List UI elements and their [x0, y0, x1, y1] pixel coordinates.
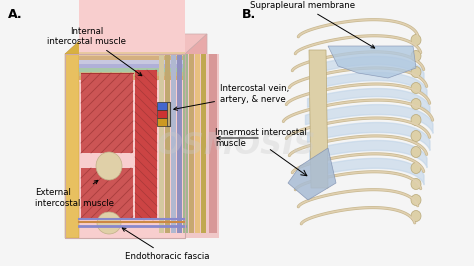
- Bar: [79, 52, 185, 56]
- Text: Intercostal vein,
artery, & nerve: Intercostal vein, artery, & nerve: [174, 84, 289, 110]
- Ellipse shape: [97, 212, 121, 234]
- Bar: [201, 54, 206, 233]
- Ellipse shape: [411, 147, 421, 157]
- Text: Suprapleural membrane: Suprapleural membrane: [250, 1, 374, 48]
- Bar: [65, 54, 185, 238]
- Text: A.: A.: [8, 8, 23, 21]
- Bar: [79, 76, 185, 80]
- Polygon shape: [328, 46, 416, 78]
- Bar: [65, 54, 79, 238]
- Bar: [135, 70, 157, 220]
- Ellipse shape: [411, 51, 421, 61]
- Ellipse shape: [411, 210, 421, 222]
- Bar: [157, 118, 167, 126]
- Text: Endothoracic fascia: Endothoracic fascia: [122, 228, 210, 261]
- Bar: [79, 56, 185, 60]
- Polygon shape: [65, 34, 207, 54]
- Polygon shape: [288, 148, 336, 200]
- Ellipse shape: [411, 114, 421, 126]
- Bar: [195, 54, 200, 233]
- Ellipse shape: [411, 66, 421, 77]
- Ellipse shape: [411, 131, 421, 142]
- Bar: [171, 54, 176, 233]
- Ellipse shape: [411, 82, 421, 94]
- Bar: [209, 54, 217, 233]
- Bar: [65, 54, 185, 238]
- Bar: [79, 0, 185, 82]
- Bar: [157, 110, 167, 118]
- Bar: [157, 102, 167, 110]
- Bar: [79, 72, 185, 76]
- Text: OSMOSIS: OSMOSIS: [157, 131, 317, 160]
- Polygon shape: [185, 34, 207, 238]
- Text: External
intercostal muscle: External intercostal muscle: [35, 180, 114, 208]
- Ellipse shape: [411, 163, 421, 173]
- Bar: [159, 54, 164, 233]
- Text: Internal
intercostal muscle: Internal intercostal muscle: [47, 27, 142, 76]
- Ellipse shape: [96, 152, 122, 180]
- Polygon shape: [309, 50, 328, 188]
- Bar: [165, 54, 170, 233]
- Bar: [79, 60, 185, 64]
- Ellipse shape: [411, 35, 421, 45]
- Bar: [189, 54, 194, 233]
- Bar: [81, 168, 133, 218]
- Bar: [79, 68, 185, 72]
- Polygon shape: [65, 34, 101, 54]
- Bar: [183, 54, 188, 233]
- Bar: [177, 54, 182, 233]
- Ellipse shape: [411, 98, 421, 110]
- Text: Innermost intercostal
muscle: Innermost intercostal muscle: [215, 128, 307, 148]
- Ellipse shape: [411, 194, 421, 206]
- Ellipse shape: [411, 178, 421, 189]
- Bar: [81, 73, 133, 153]
- Text: B.: B.: [242, 8, 256, 21]
- Bar: [185, 54, 219, 238]
- Bar: [79, 64, 185, 68]
